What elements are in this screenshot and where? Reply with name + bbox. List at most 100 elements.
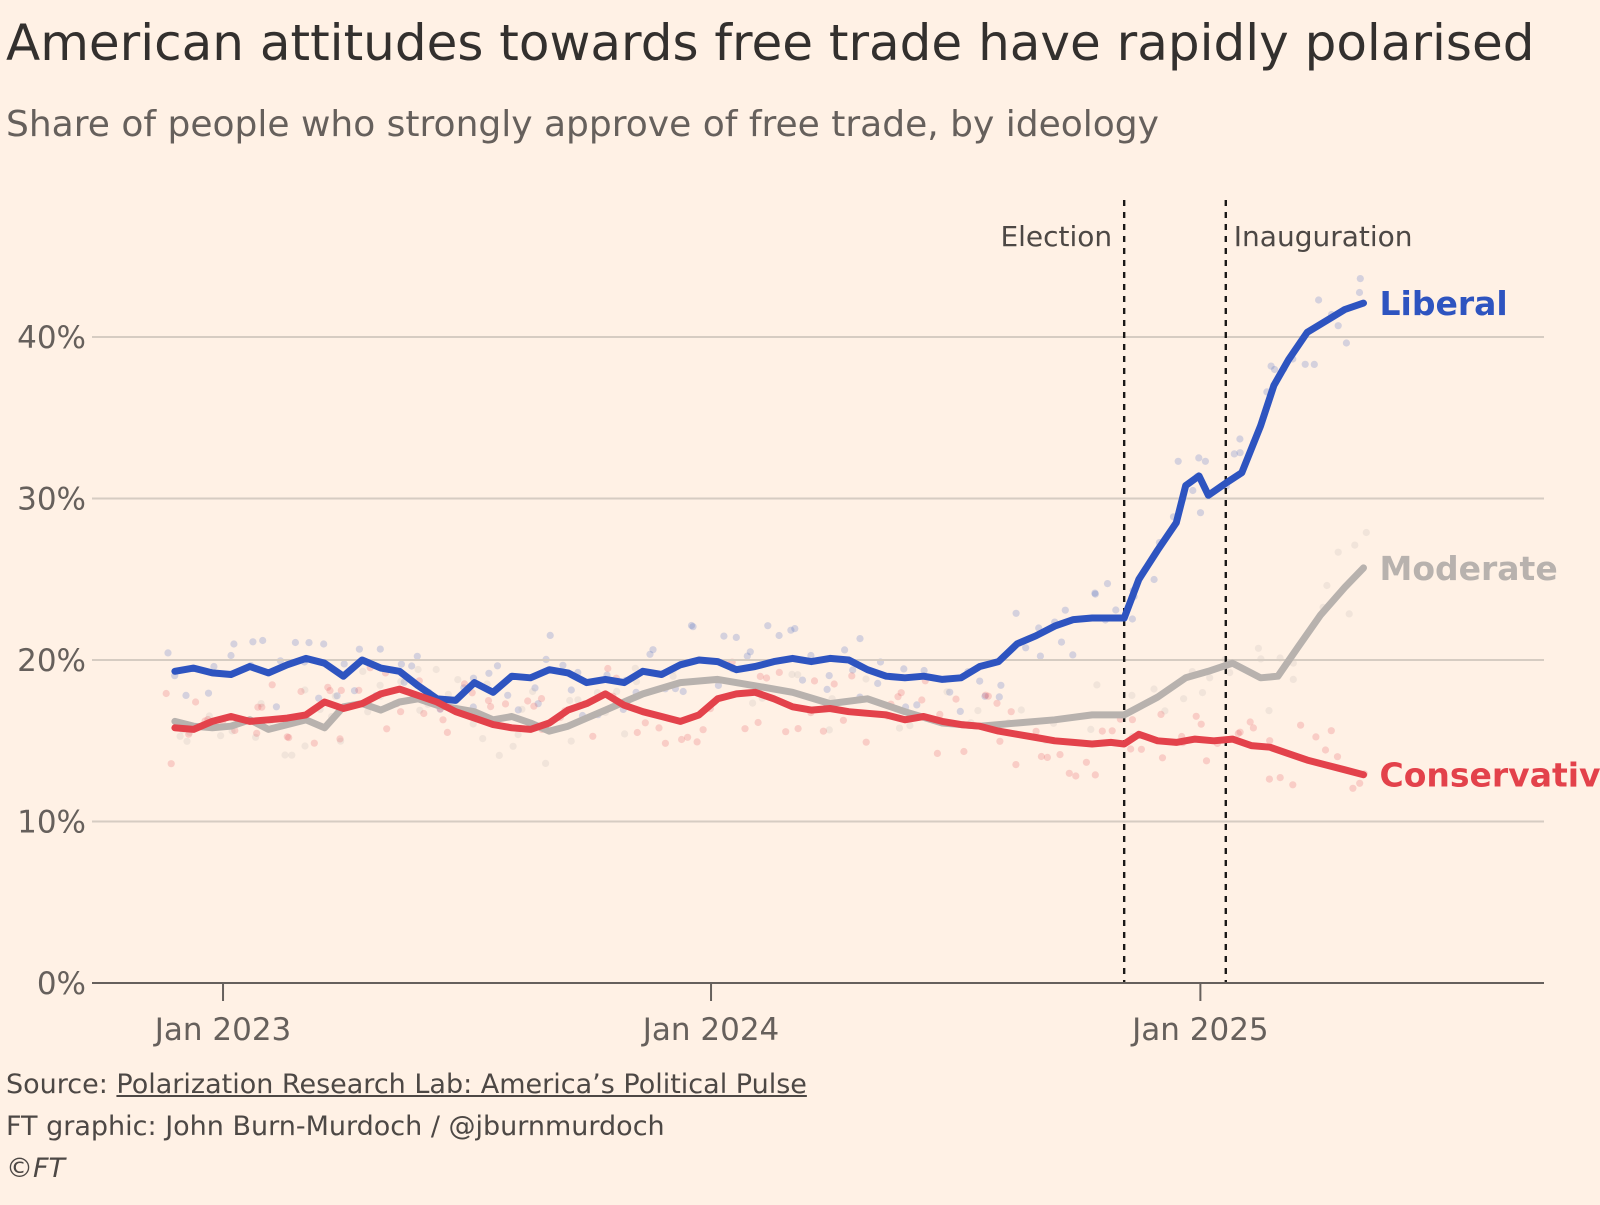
scatter-point-liberal (775, 631, 783, 640)
scatter-point-conservative (1082, 758, 1090, 766)
scatter-point-moderate (788, 670, 796, 679)
series-line-liberal (171, 299, 1367, 704)
survey-scatter-points (162, 275, 1370, 792)
scatter-point-conservative (524, 697, 532, 705)
scatter-point-conservative (1043, 753, 1051, 762)
scatter-point-liberal (1022, 644, 1030, 652)
scatter-point-liberal (1091, 590, 1099, 598)
series-lines (171, 299, 1367, 779)
scatter-point-liberal (1271, 365, 1279, 374)
scatter-point-liberal (504, 691, 512, 699)
scatter-point-liberal (291, 638, 299, 647)
scatter-point-conservative (337, 686, 345, 695)
scatter-point-conservative (661, 739, 670, 747)
scatter-point-conservative (487, 703, 495, 711)
scatter-point-liberal (746, 648, 754, 656)
scatter-point-liberal (825, 672, 833, 680)
scatter-point-conservative (1349, 784, 1357, 792)
scatter-point-liberal (534, 700, 542, 708)
scatter-point-liberal (376, 645, 384, 653)
scatter-point-liberal (305, 639, 313, 647)
scatter-point-liberal (559, 661, 567, 669)
scatter-point-liberal (514, 706, 522, 714)
scatter-point-moderate (432, 665, 440, 674)
scatter-point-liberal (182, 691, 190, 700)
scatter-point-conservative (1032, 727, 1040, 735)
scatter-point-conservative (996, 737, 1004, 745)
scatter-point-moderate (895, 724, 904, 732)
scatter-point-conservative (1266, 737, 1274, 745)
scatter-point-moderate (1087, 725, 1095, 734)
scatter-point-conservative (1276, 774, 1284, 782)
scatter-point-liberal (408, 662, 416, 670)
scatter-point-conservative (1312, 733, 1320, 741)
scatter-point-liberal (204, 689, 213, 697)
scatter-point-liberal (1091, 589, 1099, 597)
event-label-election: Election (1000, 220, 1112, 253)
scatter-point-conservative (1249, 724, 1257, 732)
scatter-point-moderate (542, 759, 550, 768)
scatter-point-liberal (259, 636, 267, 645)
scatter-point-conservative (763, 674, 771, 682)
scatter-point-liberal (493, 662, 502, 670)
scatter-point-conservative (1246, 718, 1254, 726)
series-line-conservative (171, 685, 1367, 779)
scatter-point-conservative (1137, 745, 1145, 753)
scatter-point-conservative (285, 734, 293, 742)
scatter-point-liberal (807, 651, 815, 660)
scatter-point-moderate (397, 677, 405, 686)
scatter-point-liberal (1036, 652, 1044, 660)
scatter-point-conservative (897, 689, 905, 697)
scatter-point-conservative (1065, 769, 1073, 777)
series-label-moderate: Moderate (1380, 549, 1558, 588)
scatter-point-conservative (1157, 710, 1165, 719)
scatter-point-liberal (164, 649, 172, 657)
scatter-point-conservative (1333, 753, 1342, 761)
scatter-point-liberal (1057, 638, 1066, 646)
scatter-point-moderate (794, 671, 802, 679)
scatter-point-conservative (839, 716, 848, 724)
scatter-point-moderate (252, 733, 260, 741)
scatter-point-conservative (1127, 745, 1135, 753)
scatter-point-moderate (1128, 691, 1136, 700)
scatter-point-moderate (1226, 669, 1234, 677)
scatter-point-moderate (621, 730, 629, 738)
scatter-point-liberal (1267, 362, 1275, 370)
graphic-credit: FT graphic: John Burn-Murdoch / @jburnmu… (6, 1111, 665, 1142)
chart-title: American attitudes towards free trade ha… (6, 14, 1535, 72)
scatter-point-liberal (249, 638, 257, 646)
source-link[interactable]: Polarization Research Lab: America’s Pol… (116, 1069, 807, 1100)
scatter-point-moderate (301, 742, 309, 750)
scatter-point-conservative (960, 747, 968, 756)
scatter-point-liberal (1310, 360, 1318, 368)
scatter-point-liberal (1103, 580, 1112, 588)
scatter-point-conservative (501, 700, 510, 708)
scatter-point-liberal (355, 645, 363, 653)
scatter-point-liberal (1112, 606, 1120, 614)
scatter-point-liberal (946, 688, 954, 696)
scatter-point-conservative (819, 727, 828, 735)
scatter-point-conservative (699, 726, 707, 734)
scatter-point-liberal (546, 631, 554, 640)
scatter-point-moderate (631, 664, 639, 672)
scatter-point-liberal (1196, 509, 1205, 517)
scatter-point-conservative (336, 735, 344, 743)
scatter-point-conservative (1297, 721, 1305, 729)
scatter-point-conservative (754, 718, 762, 727)
scatter-point-moderate (1334, 548, 1342, 556)
scatter-point-conservative (1128, 716, 1136, 724)
scatter-point-liberal (714, 681, 723, 690)
event-markers: Election Inauguration (1000, 200, 1413, 983)
source-prefix: Source: (6, 1069, 117, 1100)
scatter-point-conservative (641, 719, 649, 727)
scatter-point-liberal (340, 660, 348, 668)
scatter-point-moderate (1180, 695, 1188, 703)
scatter-point-liberal (485, 669, 493, 677)
scatter-point-conservative (254, 703, 262, 711)
scatter-point-conservative (933, 749, 942, 758)
scatter-point-moderate (862, 675, 870, 683)
scatter-point-conservative (167, 760, 175, 768)
scatter-point-liberal (823, 685, 831, 694)
scatter-point-moderate (359, 667, 367, 676)
